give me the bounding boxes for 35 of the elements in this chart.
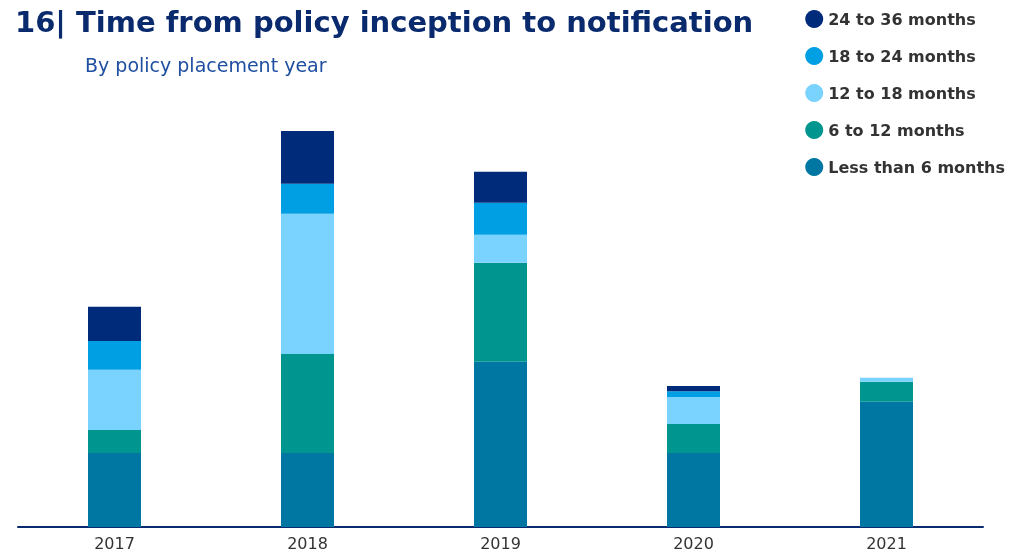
bar: [667, 391, 720, 398]
bar: [88, 369, 141, 430]
bar: [860, 381, 913, 402]
bar: [860, 377, 913, 382]
chart-title: 16| Time from policy inception to notification: [15, 4, 754, 39]
bar: [667, 397, 720, 425]
legend-label: 12 to 18 months: [828, 83, 976, 103]
bar: [88, 429, 141, 453]
bar: [281, 213, 334, 354]
legend-label: 6 to 12 months: [828, 120, 965, 140]
x-tick-label: 2021: [866, 533, 907, 553]
bar: [667, 386, 720, 392]
bar: [667, 452, 720, 527]
legend-label: 18 to 24 months: [828, 46, 976, 66]
bar: [474, 262, 527, 362]
bar: [281, 353, 334, 453]
bar: [281, 131, 334, 184]
bar: [474, 171, 527, 203]
legend-label: Less than 6 months: [828, 157, 1005, 177]
bar: [281, 452, 334, 527]
bar: [281, 183, 334, 214]
x-tick-label: 2020: [673, 533, 714, 553]
bar: [88, 452, 141, 527]
bar: [88, 340, 141, 370]
chart-subtitle: By policy placement year: [85, 53, 327, 76]
legend-label: 24 to 36 months: [828, 9, 976, 29]
x-tick-label: 2019: [480, 533, 521, 553]
bar: [474, 234, 527, 263]
x-tick-label: 2017: [94, 533, 135, 553]
bar: [860, 401, 913, 527]
bar: [474, 202, 527, 235]
x-tick-label: 2018: [287, 533, 328, 553]
bar: [88, 306, 141, 341]
bar: [667, 424, 720, 453]
bar: [474, 361, 527, 527]
